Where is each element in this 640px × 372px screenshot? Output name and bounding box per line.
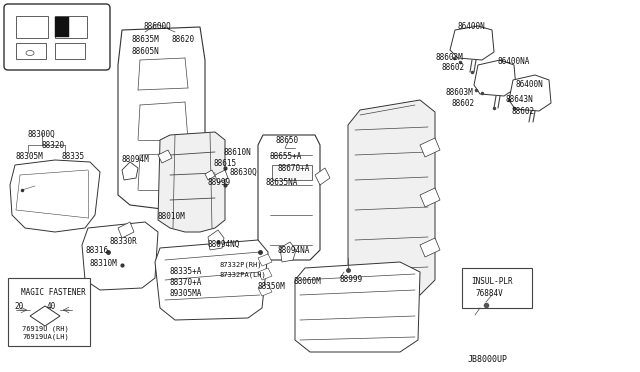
Text: 88600Q: 88600Q (143, 22, 171, 31)
Polygon shape (158, 150, 172, 163)
Ellipse shape (26, 51, 34, 55)
Polygon shape (258, 268, 272, 280)
Text: 76884V: 76884V (476, 289, 504, 298)
Text: 88650: 88650 (276, 136, 299, 145)
Text: 88635NA: 88635NA (265, 178, 298, 187)
Text: 88643N: 88643N (506, 95, 534, 104)
Text: 88630Q: 88630Q (230, 168, 258, 177)
Text: 88615: 88615 (213, 159, 236, 168)
Text: 86400NA: 86400NA (497, 57, 529, 66)
Polygon shape (315, 168, 330, 185)
Text: 86400N: 86400N (458, 22, 486, 31)
Text: 88316: 88316 (86, 246, 109, 255)
Bar (16, 43, 46, 59)
Polygon shape (420, 138, 440, 157)
Polygon shape (118, 222, 134, 238)
Text: 76919UA(LH): 76919UA(LH) (22, 334, 68, 340)
Text: 87332PA(LH): 87332PA(LH) (220, 271, 267, 278)
Polygon shape (474, 60, 516, 96)
Polygon shape (10, 160, 100, 232)
Polygon shape (118, 27, 205, 210)
Polygon shape (348, 100, 435, 298)
Text: 88320: 88320 (42, 141, 65, 150)
Text: JB8000UP: JB8000UP (468, 355, 508, 364)
Text: 76919U (RH): 76919U (RH) (22, 325, 68, 331)
Text: 88670+A: 88670+A (278, 164, 310, 173)
Text: 88060M: 88060M (293, 277, 321, 286)
FancyBboxPatch shape (4, 4, 110, 70)
Bar (8, 278, 90, 346)
Polygon shape (82, 222, 158, 290)
Text: 88635M: 88635M (131, 35, 159, 44)
Text: 88335+A: 88335+A (170, 267, 202, 276)
Text: 88350M: 88350M (258, 282, 285, 291)
Text: 88094M: 88094M (122, 155, 150, 164)
Polygon shape (205, 170, 215, 180)
Bar (272, 165, 312, 180)
Text: 88300Q: 88300Q (28, 130, 56, 139)
Text: 88330R: 88330R (110, 237, 138, 246)
Text: 88999: 88999 (208, 178, 231, 187)
Polygon shape (208, 230, 224, 250)
Polygon shape (295, 262, 420, 352)
Polygon shape (420, 188, 440, 207)
Text: 88603M: 88603M (436, 53, 464, 62)
Bar (16, 16, 48, 38)
Text: MAGIC FASTENER: MAGIC FASTENER (21, 288, 86, 297)
Text: 88602: 88602 (452, 99, 475, 108)
Polygon shape (420, 238, 440, 257)
Text: 88999: 88999 (340, 275, 363, 284)
Polygon shape (155, 240, 268, 320)
Text: 88370+A: 88370+A (170, 278, 202, 287)
Text: 89305MA: 89305MA (170, 289, 202, 298)
Polygon shape (258, 284, 272, 296)
Bar (55, 16, 87, 38)
Bar (462, 268, 532, 308)
Text: 40: 40 (47, 302, 56, 311)
Text: INSUL-PLR: INSUL-PLR (471, 277, 513, 286)
Text: 88603M: 88603M (445, 88, 473, 97)
Text: 88620: 88620 (172, 35, 195, 44)
Text: 88610N: 88610N (224, 148, 252, 157)
Text: 88602: 88602 (512, 107, 535, 116)
Polygon shape (258, 135, 320, 260)
Text: 86400N: 86400N (516, 80, 544, 89)
Polygon shape (122, 162, 138, 180)
Text: 88655+A: 88655+A (270, 152, 302, 161)
Polygon shape (215, 170, 228, 183)
Text: 88094NQ: 88094NQ (207, 240, 239, 249)
Text: 87332P(RH): 87332P(RH) (220, 261, 262, 267)
Polygon shape (450, 26, 494, 60)
Text: 20: 20 (14, 302, 23, 311)
Polygon shape (30, 306, 60, 326)
Text: 88605N: 88605N (131, 47, 159, 56)
Text: 88602: 88602 (442, 63, 465, 72)
Text: 88010M: 88010M (157, 212, 185, 221)
Bar (55, 43, 85, 59)
Polygon shape (509, 75, 551, 111)
Text: 88094NA: 88094NA (278, 246, 310, 255)
Text: 88305M: 88305M (15, 152, 43, 161)
Polygon shape (158, 132, 225, 232)
Text: 88335: 88335 (62, 152, 85, 161)
Bar (55, 17, 69, 37)
Polygon shape (280, 242, 296, 262)
Text: 88310M: 88310M (90, 259, 118, 268)
Polygon shape (258, 254, 272, 266)
